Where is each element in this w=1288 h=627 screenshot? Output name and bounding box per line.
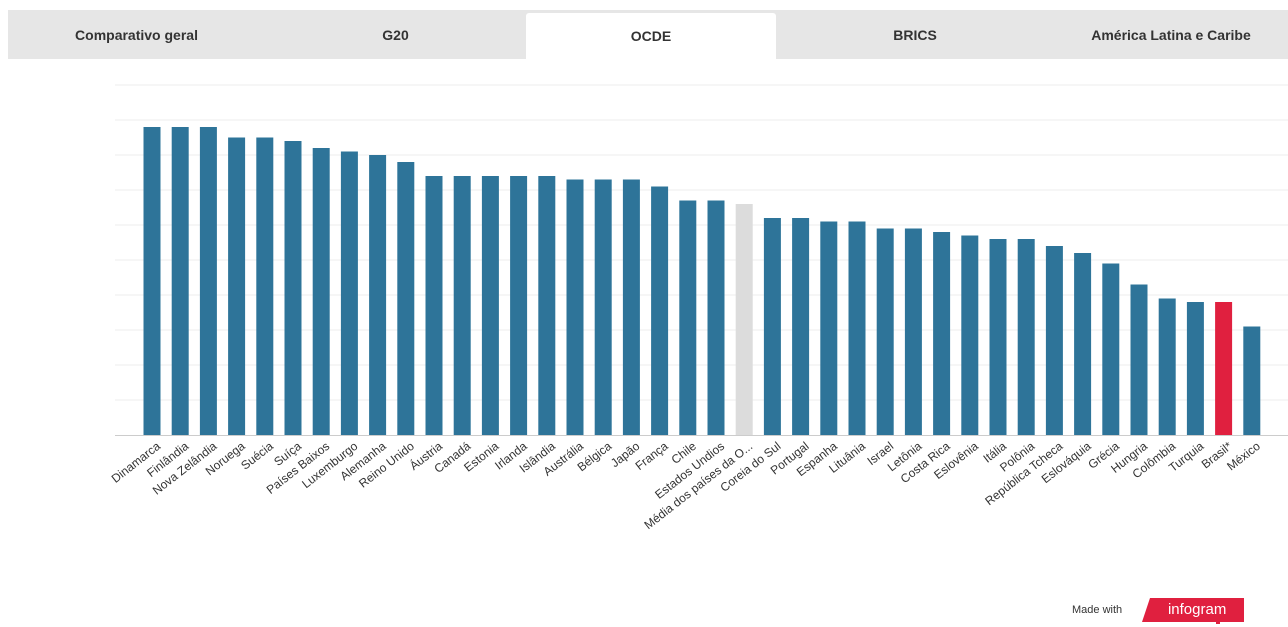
bar[interactable] xyxy=(904,228,922,436)
bar[interactable] xyxy=(876,228,894,436)
bar[interactable] xyxy=(1102,263,1120,436)
bar[interactable] xyxy=(369,155,387,435)
bar[interactable] xyxy=(453,176,471,435)
bar[interactable] xyxy=(933,232,951,435)
bar[interactable] xyxy=(1215,302,1233,435)
bar[interactable] xyxy=(735,204,753,435)
bar[interactable] xyxy=(1130,284,1148,436)
bar[interactable] xyxy=(228,137,246,436)
tab-bar: Comparativo geral G20 OCDE BRICS América… xyxy=(8,10,1288,59)
bar[interactable] xyxy=(594,179,612,436)
bar[interactable] xyxy=(566,179,584,436)
bar[interactable] xyxy=(1017,239,1035,435)
bar[interactable] xyxy=(256,137,274,436)
bar[interactable] xyxy=(989,239,1007,435)
bar[interactable] xyxy=(1045,246,1063,435)
bar[interactable] xyxy=(284,141,302,435)
bar[interactable] xyxy=(143,127,161,435)
bar[interactable] xyxy=(1158,298,1176,436)
bar[interactable] xyxy=(651,186,669,436)
bar[interactable] xyxy=(707,200,725,436)
infogram-logo-underline xyxy=(1216,622,1221,624)
bar[interactable] xyxy=(510,176,528,435)
tab-america-latina-e-caribe[interactable]: América Latina e Caribe xyxy=(1091,26,1251,43)
tab-g20[interactable]: G20 xyxy=(382,26,409,43)
bar[interactable] xyxy=(1186,302,1204,435)
x-tick-label: Suécia xyxy=(238,439,276,473)
bar[interactable] xyxy=(848,221,866,436)
tab-ocde[interactable]: OCDE xyxy=(526,13,776,59)
bar[interactable] xyxy=(481,176,499,435)
bar[interactable] xyxy=(538,176,556,435)
tab-comparativo-geral[interactable]: Comparativo geral xyxy=(75,26,198,43)
infogram-logo-shape xyxy=(1142,598,1245,624)
bar[interactable] xyxy=(312,148,330,435)
bar[interactable] xyxy=(763,218,781,435)
x-tick-label: México xyxy=(1224,439,1263,474)
bar[interactable] xyxy=(792,218,810,435)
bar[interactable] xyxy=(1243,326,1261,436)
bar[interactable] xyxy=(679,200,697,436)
infogram-brand-label: infogram xyxy=(1167,601,1227,618)
bar[interactable] xyxy=(820,221,838,436)
bar[interactable] xyxy=(340,151,358,436)
bar[interactable] xyxy=(622,179,640,436)
infogram-logo-badge xyxy=(1142,598,1245,622)
infogram-logo[interactable]: infogram xyxy=(1132,596,1245,624)
bar[interactable] xyxy=(425,176,443,435)
bar[interactable] xyxy=(171,127,189,435)
x-tick-label: França xyxy=(633,439,671,473)
bar[interactable] xyxy=(1074,253,1092,435)
bar[interactable] xyxy=(199,127,217,435)
infogram-credit[interactable]: Made with infogram xyxy=(1072,596,1245,624)
bar[interactable] xyxy=(397,162,415,435)
tab-brics[interactable]: BRICS xyxy=(893,26,937,43)
made-with-label: Made with xyxy=(1072,604,1123,616)
bar[interactable] xyxy=(961,235,979,436)
